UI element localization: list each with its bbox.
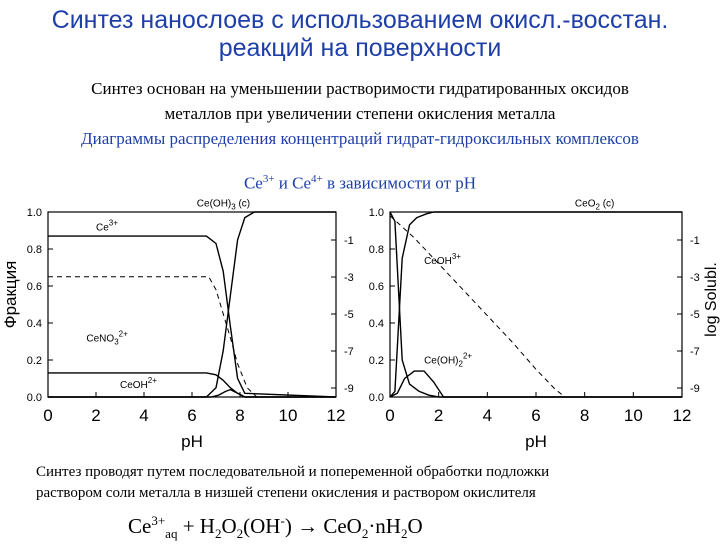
synthesis-note-line-1: Синтез проводят путем последовательной и… (36, 464, 550, 480)
intro-line-2: металлов при увеличении степени окислени… (164, 104, 556, 123)
y-tick-label: 0.0 (27, 392, 42, 404)
x-tick-label: 2 (91, 406, 100, 425)
y-tick-label: 0.6 (27, 281, 42, 293)
y2-tick-label: -3 (344, 272, 354, 284)
x-tick-label: 0 (385, 406, 394, 425)
series-label: Ce3+ (96, 219, 118, 234)
chart-2: 0 2 4 6 8 10 12 0.0 0.2 0.4 0.6 0.8 1.0 -1 -3 -5 -7 -9 pH l… (369, 198, 720, 451)
series-label: Ce(OH)3 (c) (197, 198, 250, 211)
x-tick-label: 12 (327, 406, 346, 425)
plot-frame (47, 211, 337, 398)
y-tick-label: 0.4 (27, 318, 42, 330)
y-tick-label: 0.0 (369, 392, 384, 404)
x-tick-label: 8 (235, 406, 244, 425)
y2-tick-label: -1 (690, 235, 700, 247)
y-tick-label: 0.6 (369, 281, 384, 293)
y2-tick-label: -5 (344, 309, 354, 321)
y2-tick-label: -1 (344, 235, 354, 247)
series-line-4 (48, 211, 336, 398)
y-tick-label: 0.2 (369, 355, 384, 367)
y2-tick-label: -3 (690, 272, 700, 284)
series-label: CeNO32+ (86, 330, 128, 347)
reaction-equation: Ce3+aq + H2O2(OH-) → CeO2·nH2O (128, 513, 423, 542)
intro-line-1: Синтез основан на уменьшении растворимос… (91, 79, 629, 98)
x-tick-label: 12 (673, 406, 692, 425)
y-axis-label: Фракция (1, 261, 20, 329)
y-tick-label: 0.2 (27, 355, 42, 367)
y2-axis-label: log Solubl. (703, 262, 720, 337)
x-tick-label: 6 (531, 406, 540, 425)
y2-tick-label: -7 (344, 346, 354, 358)
x-tick-label: 0 (43, 406, 52, 425)
x-tick-label: 6 (187, 406, 196, 425)
y-tick-label: 0.8 (369, 244, 384, 256)
y2-tick-label: -9 (344, 383, 354, 395)
slide-title-line-2: реакций на поверхности (218, 34, 502, 62)
series-line-3 (48, 388, 336, 398)
y2-tick-label: -9 (690, 383, 700, 395)
y-tick-label: 1.0 (369, 207, 384, 219)
y2-tick-label: -5 (690, 309, 700, 321)
series-label: CeOH3+ (424, 252, 461, 267)
slide-title-line-1: Синтез нанослоев с использованием окисл.… (51, 6, 669, 34)
x-tick-label: 2 (434, 406, 443, 425)
x-tick-label: 4 (139, 406, 148, 425)
x-tick-label: 4 (483, 406, 492, 425)
x-tick-label: 10 (279, 406, 298, 425)
synthesis-note-line-2: раствором соли металла в низшей степени … (36, 485, 536, 501)
series-label: CeOH2+ (120, 376, 157, 391)
x-axis-label: pH (525, 432, 547, 451)
series-line-5 (48, 276, 336, 398)
x-tick-label: 8 (580, 406, 589, 425)
diagram-caption: Диаграммы распределения концентраций гид… (81, 129, 639, 148)
x-axis-label: pH (181, 432, 203, 451)
y-tick-label: 1.0 (27, 207, 42, 219)
x-tick-label: 10 (624, 406, 643, 425)
distribution-diagrams: 0 2 4 6 8 10 12 0.0 0.2 0.4 0.6 0.8 1.0 -1 -3 -5 -7 -9 pH Ф… (1, 198, 720, 451)
reaction-arrow: → (297, 514, 319, 538)
series-label: Ce(OH)22+ (424, 352, 472, 369)
y2-tick-label: -7 (690, 346, 700, 358)
chart-1: 0 2 4 6 8 10 12 0.0 0.2 0.4 0.6 0.8 1.0 -1 -3 -5 -7 -9 pH Ф… (1, 198, 354, 451)
series-line-2 (389, 211, 682, 398)
diagram-caption-ions: Ce3+ и Ce4+ в зависимости от pH (243, 173, 477, 193)
y-tick-label: 0.8 (27, 244, 42, 256)
series-line-4 (389, 215, 682, 398)
series-line-1 (389, 211, 682, 398)
series-line-1 (48, 235, 337, 398)
series-label: CeO2 (c) (575, 198, 614, 211)
y-tick-label: 0.4 (369, 318, 384, 330)
series-line-3 (389, 370, 682, 398)
